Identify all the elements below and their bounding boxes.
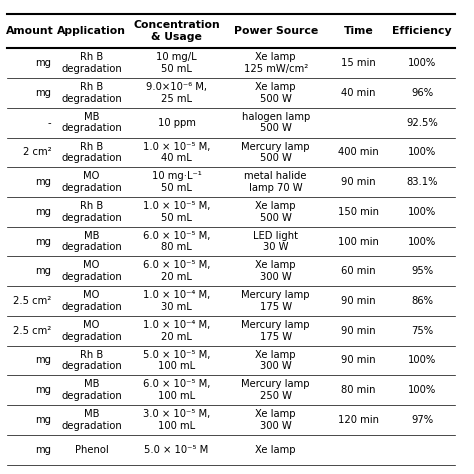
Text: mg: mg — [36, 207, 51, 217]
Text: Phenol: Phenol — [75, 445, 109, 455]
Text: mg: mg — [36, 415, 51, 425]
Text: Rh B
degradation: Rh B degradation — [61, 53, 122, 74]
Text: Time: Time — [344, 26, 373, 36]
Text: 2.5 cm²: 2.5 cm² — [13, 296, 51, 306]
Text: mg: mg — [36, 88, 51, 98]
Text: Xe lamp
125 mW/cm²: Xe lamp 125 mW/cm² — [244, 53, 308, 74]
Text: 75%: 75% — [411, 326, 433, 336]
Text: 15 min: 15 min — [341, 58, 376, 68]
Text: metal halide
lamp 70 W: metal halide lamp 70 W — [245, 171, 307, 193]
Text: mg: mg — [36, 385, 51, 395]
Text: 10 mg/L
50 mL: 10 mg/L 50 mL — [156, 53, 197, 74]
Text: 1.0 × 10⁻⁴ M,
30 mL: 1.0 × 10⁻⁴ M, 30 mL — [143, 290, 210, 312]
Text: 90 min: 90 min — [341, 177, 375, 187]
Text: mg: mg — [36, 58, 51, 68]
Text: 10 mg·L⁻¹
50 mL: 10 mg·L⁻¹ 50 mL — [152, 171, 201, 193]
Text: Application: Application — [57, 26, 126, 36]
Text: Rh B
degradation: Rh B degradation — [61, 350, 122, 371]
Text: 2 cm²: 2 cm² — [23, 147, 51, 157]
Text: 6.0 × 10⁻⁵ M,
20 mL: 6.0 × 10⁻⁵ M, 20 mL — [143, 261, 210, 282]
Text: 90 min: 90 min — [341, 296, 375, 306]
Text: 9.0×10⁻⁶ M,
25 mL: 9.0×10⁻⁶ M, 25 mL — [146, 82, 207, 104]
Text: 150 min: 150 min — [338, 207, 379, 217]
Text: Xe lamp
500 W: Xe lamp 500 W — [255, 82, 296, 104]
Text: MO
degradation: MO degradation — [61, 261, 122, 282]
Text: Xe lamp
500 W: Xe lamp 500 W — [255, 201, 296, 223]
Text: Xe lamp
300 W: Xe lamp 300 W — [255, 409, 296, 431]
Text: Mercury lamp
175 W: Mercury lamp 175 W — [241, 290, 310, 312]
Text: Xe lamp
300 W: Xe lamp 300 W — [255, 261, 296, 282]
Text: 96%: 96% — [411, 88, 433, 98]
Text: 90 min: 90 min — [341, 356, 375, 365]
Text: Power Source: Power Source — [234, 26, 318, 36]
Text: 83.1%: 83.1% — [406, 177, 438, 187]
Text: Concentration
& Usage: Concentration & Usage — [133, 20, 220, 42]
Text: 100%: 100% — [408, 237, 436, 246]
Text: 90 min: 90 min — [341, 326, 375, 336]
Text: 100 min: 100 min — [338, 237, 379, 246]
Text: 40 min: 40 min — [341, 88, 375, 98]
Text: 120 min: 120 min — [338, 415, 379, 425]
Text: Efficiency: Efficiency — [392, 26, 452, 36]
Text: Xe lamp
300 W: Xe lamp 300 W — [255, 350, 296, 371]
Text: 80 min: 80 min — [341, 385, 375, 395]
Text: 6.0 × 10⁻⁵ M,
80 mL: 6.0 × 10⁻⁵ M, 80 mL — [143, 231, 210, 252]
Text: 92.5%: 92.5% — [406, 118, 438, 128]
Text: 10 ppm: 10 ppm — [157, 118, 195, 128]
Text: 100%: 100% — [408, 385, 436, 395]
Text: 100%: 100% — [408, 147, 436, 157]
Text: MB
degradation: MB degradation — [61, 112, 122, 134]
Text: mg: mg — [36, 356, 51, 365]
Text: -: - — [48, 118, 51, 128]
Text: MO
degradation: MO degradation — [61, 290, 122, 312]
Text: Rh B
degradation: Rh B degradation — [61, 142, 122, 163]
Text: Mercury lamp
500 W: Mercury lamp 500 W — [241, 142, 310, 163]
Text: 95%: 95% — [411, 266, 433, 276]
Text: 97%: 97% — [411, 415, 433, 425]
Text: halogen lamp
500 W: halogen lamp 500 W — [242, 112, 310, 134]
Text: MO
degradation: MO degradation — [61, 171, 122, 193]
Text: 1.0 × 10⁻⁵ M,
40 mL: 1.0 × 10⁻⁵ M, 40 mL — [143, 142, 210, 163]
Text: 86%: 86% — [411, 296, 433, 306]
Text: 3.0 × 10⁻⁵ M,
100 mL: 3.0 × 10⁻⁵ M, 100 mL — [143, 409, 210, 431]
Text: 100%: 100% — [408, 58, 436, 68]
Text: Mercury lamp
175 W: Mercury lamp 175 W — [241, 320, 310, 342]
Text: Amount: Amount — [6, 26, 54, 36]
Text: Rh B
degradation: Rh B degradation — [61, 201, 122, 223]
Text: Mercury lamp
250 W: Mercury lamp 250 W — [241, 379, 310, 401]
Text: 2.5 cm²: 2.5 cm² — [13, 326, 51, 336]
Text: LED light
30 W: LED light 30 W — [253, 231, 298, 252]
Text: 1.0 × 10⁻⁴ M,
20 mL: 1.0 × 10⁻⁴ M, 20 mL — [143, 320, 210, 342]
Text: MO
degradation: MO degradation — [61, 320, 122, 342]
Text: MB
degradation: MB degradation — [61, 231, 122, 252]
Text: 400 min: 400 min — [338, 147, 379, 157]
Text: 5.0 × 10⁻⁵ M: 5.0 × 10⁻⁵ M — [145, 445, 209, 455]
Text: 5.0 × 10⁻⁵ M,
100 mL: 5.0 × 10⁻⁵ M, 100 mL — [143, 350, 210, 371]
Text: MB
degradation: MB degradation — [61, 409, 122, 431]
Text: MB
degradation: MB degradation — [61, 379, 122, 401]
Text: mg: mg — [36, 445, 51, 455]
Text: Xe lamp: Xe lamp — [255, 445, 296, 455]
Text: mg: mg — [36, 266, 51, 276]
Text: 100%: 100% — [408, 207, 436, 217]
Text: 6.0 × 10⁻⁵ M,
100 mL: 6.0 × 10⁻⁵ M, 100 mL — [143, 379, 210, 401]
Text: 100%: 100% — [408, 356, 436, 365]
Text: Rh B
degradation: Rh B degradation — [61, 82, 122, 104]
Text: mg: mg — [36, 177, 51, 187]
Text: 1.0 × 10⁻⁵ M,
50 mL: 1.0 × 10⁻⁵ M, 50 mL — [143, 201, 210, 223]
Text: mg: mg — [36, 237, 51, 246]
Text: 60 min: 60 min — [341, 266, 375, 276]
